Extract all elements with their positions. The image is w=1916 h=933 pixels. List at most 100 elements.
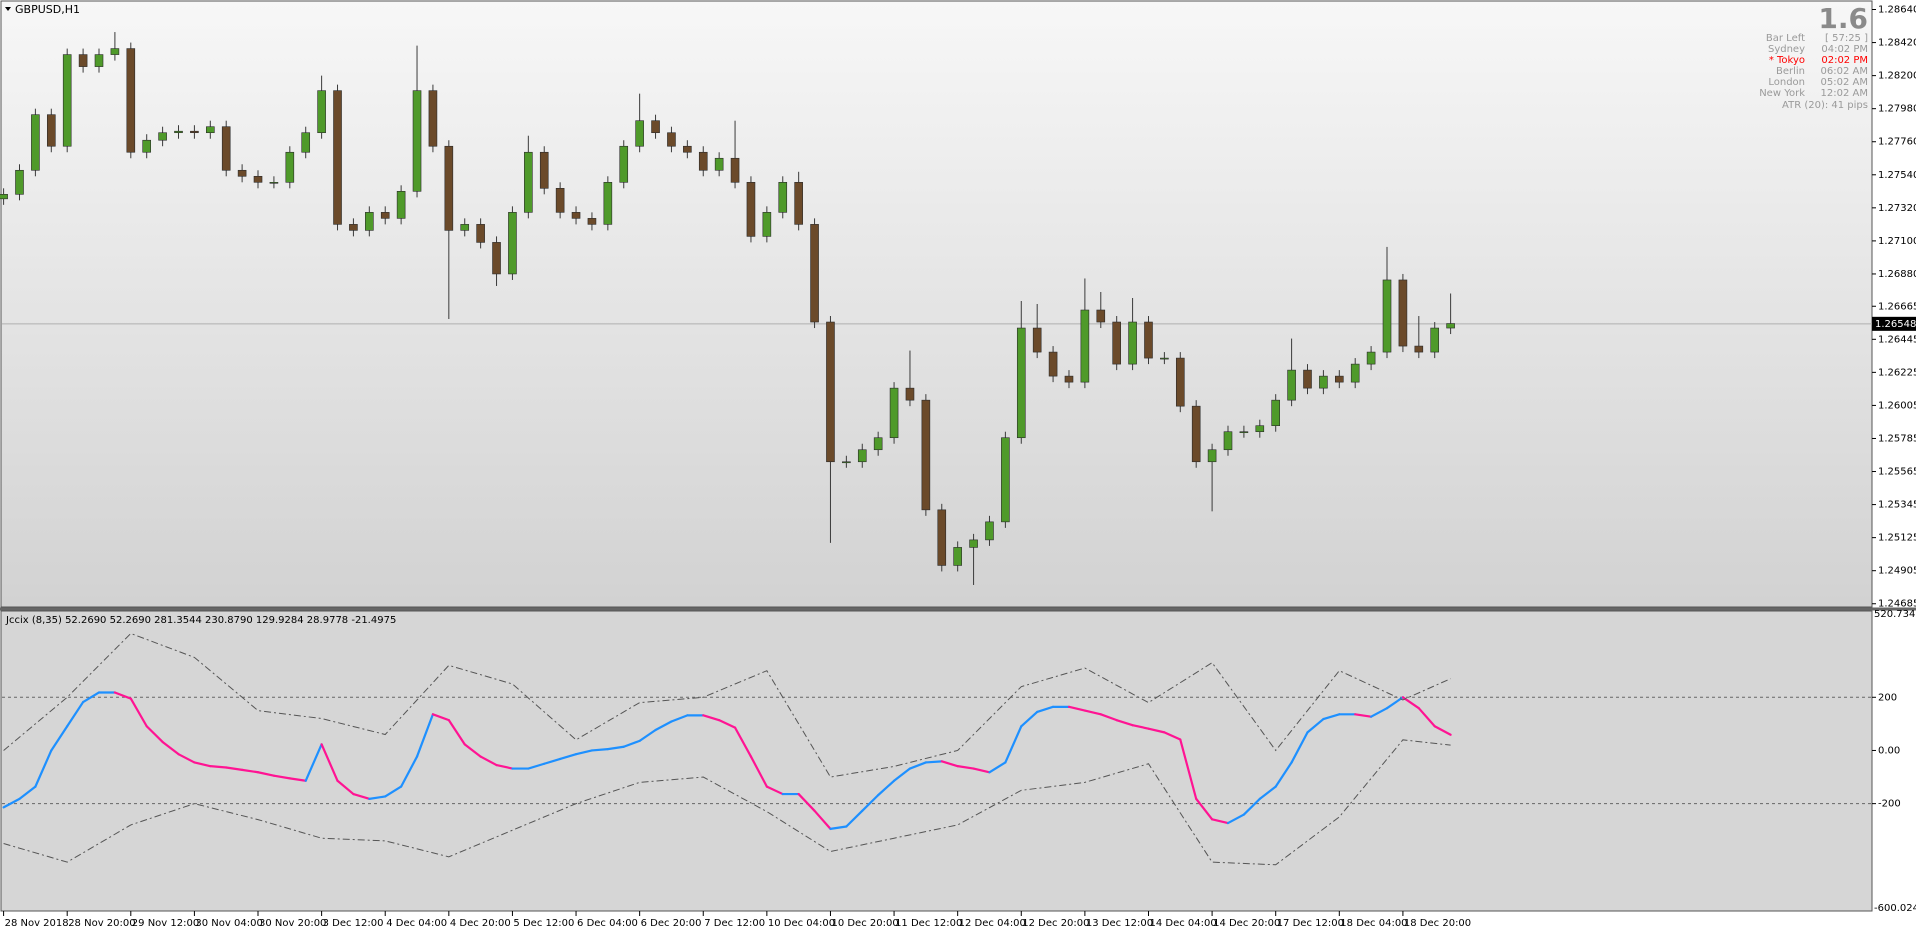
x-tick-label: 10 Dec 20:00 <box>831 918 898 929</box>
candle-body <box>1160 357 1169 360</box>
candle-body <box>937 509 947 566</box>
candle-body <box>1032 327 1042 353</box>
candle-body <box>524 151 533 213</box>
y-tick-label: 200 <box>1878 692 1897 703</box>
candle-body <box>1303 369 1312 389</box>
jccix-segment <box>1242 797 1261 816</box>
jccix-segment <box>431 713 450 722</box>
x-tick-label: 3 Dec 12:00 <box>323 918 384 929</box>
y-tick-label: 1.25785 <box>1878 433 1916 444</box>
candle-body <box>221 126 231 171</box>
x-tick-label: 6 Dec 04:00 <box>577 918 638 929</box>
jccix-segment <box>1099 713 1118 722</box>
jccix-segment <box>829 825 848 830</box>
candle-body <box>969 539 978 548</box>
symbol-menu[interactable] <box>5 7 11 11</box>
jccix-segment <box>574 749 594 756</box>
x-tick-label: 18 Dec 20:00 <box>1404 918 1471 929</box>
jccix-segment <box>733 726 753 758</box>
jccix-segment <box>1179 738 1198 800</box>
y-tick-label: 1.26005 <box>1878 400 1916 411</box>
jccix-segment <box>1067 705 1086 712</box>
candle-body <box>253 175 263 183</box>
candle-body <box>1350 363 1360 383</box>
candle-body <box>842 461 851 464</box>
info-label: London <box>1768 77 1805 88</box>
y-tick-label: 1.26880 <box>1878 269 1916 280</box>
candle-body <box>349 224 358 231</box>
candle-body <box>1414 345 1424 353</box>
jccix-segment <box>590 748 609 752</box>
jccix-segment <box>892 767 912 782</box>
candle-body <box>15 169 24 195</box>
candle-body <box>285 151 295 183</box>
candle-body <box>317 90 326 134</box>
candle-body <box>1112 321 1121 365</box>
symbol-title: GBPUSD,H1 <box>15 3 80 16</box>
candle-body <box>794 181 803 225</box>
candle-body <box>508 212 517 275</box>
candle-body <box>603 181 613 225</box>
x-tick-label: 28 Nov 2018 <box>5 918 69 929</box>
info-label: New York <box>1759 88 1805 99</box>
jccix-segment <box>527 762 546 770</box>
candle-body <box>698 151 708 171</box>
y-tick-label: 0.00 <box>1878 745 1900 756</box>
y-tick-label: 1.27760 <box>1878 137 1916 148</box>
jccix-segment <box>972 767 991 774</box>
y-tick-label: 1.26665 <box>1878 301 1916 312</box>
jccix-segment <box>463 743 482 758</box>
jccix-segment <box>924 760 943 764</box>
candle-body <box>587 218 597 225</box>
info-label: Bar Left <box>1766 33 1805 44</box>
jccix-segment <box>1226 813 1245 825</box>
candle-body <box>269 181 279 184</box>
candle-body <box>110 48 120 55</box>
info-value: [ 57:25 ] <box>1825 33 1868 44</box>
y-tick-label: 1.27980 <box>1878 104 1916 115</box>
jccix-segment <box>765 785 784 796</box>
jccix-segment <box>415 713 435 758</box>
jccix-segment <box>606 745 625 751</box>
jccix-segment <box>2 797 21 809</box>
y-tick-label: 1.25125 <box>1878 533 1916 544</box>
y-tick-label: 1.26445 <box>1878 334 1916 345</box>
jccix-segment <box>18 785 37 800</box>
candle-body <box>0 194 8 200</box>
candle-body <box>1398 279 1408 347</box>
jccix-segment <box>145 725 164 744</box>
candle-body <box>985 521 994 541</box>
candle-body <box>1048 351 1058 377</box>
candle-body <box>396 191 406 219</box>
candle-body <box>619 145 629 183</box>
x-tick-label: 30 Nov 20:00 <box>259 918 326 929</box>
y-tick-label: 1.28420 <box>1878 38 1916 49</box>
x-tick-label: 13 Dec 12:00 <box>1086 918 1153 929</box>
candle-body <box>412 90 422 192</box>
candle-body <box>905 387 915 401</box>
candle-body <box>1335 375 1344 383</box>
jccix-segment <box>495 763 514 770</box>
candle-body <box>1016 327 1026 439</box>
jccix-segment <box>336 779 355 796</box>
jccix-segment <box>670 714 689 723</box>
y-tick-label: 1.24685 <box>1878 599 1916 610</box>
candle-body <box>1144 321 1153 359</box>
jccix-segment <box>304 743 323 782</box>
jccix-segment <box>34 749 53 788</box>
jccix-segment <box>113 691 132 700</box>
candle-body <box>683 145 692 153</box>
y-tick-label: 1.25565 <box>1878 467 1916 478</box>
jccix-segment <box>1210 818 1230 825</box>
info-label: * Tokyo <box>1769 55 1805 66</box>
candle-body <box>730 157 740 183</box>
jccix-segment <box>559 753 578 761</box>
x-tick-label: 11 Dec 12:00 <box>895 918 962 929</box>
info-panel: 1.6 ATR (20): 41 pips Bar Left [ 57:25 ] S… <box>1759 2 1868 111</box>
x-tick-label: 4 Dec 04:00 <box>386 918 447 929</box>
jccix-segment <box>1195 797 1214 821</box>
jccix-segment <box>1354 713 1373 718</box>
candle-body <box>651 120 660 134</box>
jccix-segment <box>1274 761 1293 788</box>
